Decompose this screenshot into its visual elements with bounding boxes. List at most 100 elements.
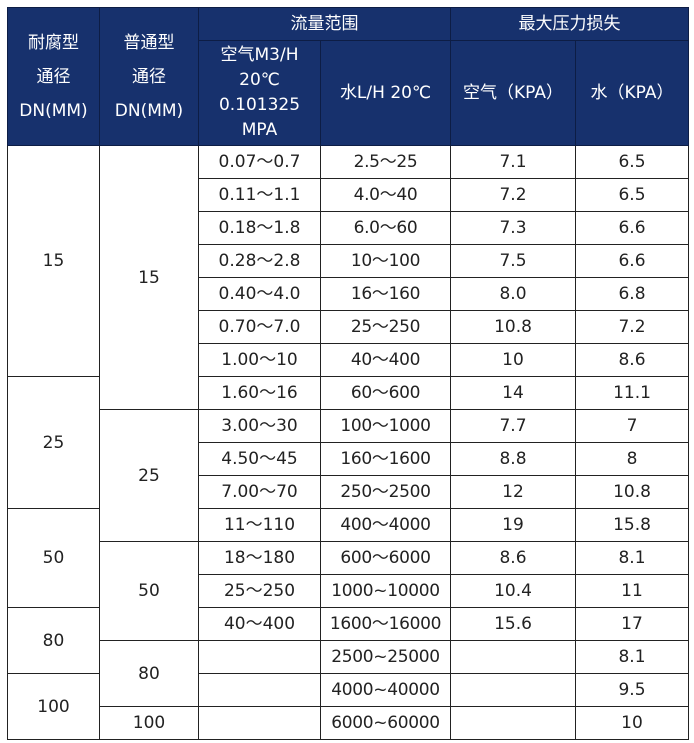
water-loss-cell: 6.5 <box>575 178 689 212</box>
table-row: 0.40～4.0 16～160 8.0 6.8 <box>8 277 689 311</box>
water-loss-cell: 10.8 <box>575 475 689 509</box>
water-loss-cell: 7 <box>575 409 689 443</box>
air-flow-cell: 1.00～10 <box>198 343 321 377</box>
table-row: 50 18～180 600～6000 8.6 8.1 <box>8 541 689 641</box>
water-flow-cell: 250～2500 <box>320 475 451 509</box>
water-flow-cell: 16～160 <box>320 277 451 311</box>
air-flow-cell: 11～110 <box>198 508 321 542</box>
air-loss-cell <box>450 706 576 740</box>
table-row: 25 1.60～16 60～600 14 11.1 <box>7 376 689 509</box>
air-flow-cell: 0.40～4.0 <box>198 277 321 311</box>
water-flow-cell: 6.0～60 <box>320 211 451 245</box>
header-water-loss: 水（KPA） <box>575 40 689 146</box>
water-loss-cell: 6.6 <box>575 211 689 245</box>
water-flow-cell: 4000~40000 <box>320 673 451 707</box>
water-flow-cell: 160～1600 <box>320 442 451 476</box>
header-line: 通径 <box>132 66 166 87</box>
standard-dn-cell: 50 <box>99 541 199 641</box>
water-loss-cell: 10 <box>575 706 689 740</box>
water-flow-cell: 25～250 <box>320 310 451 344</box>
air-flow-cell: 0.11～1.1 <box>198 178 321 212</box>
water-flow-cell: 40～400 <box>320 343 451 377</box>
header-line: 普通型 <box>123 32 175 53</box>
air-loss-cell: 10 <box>450 343 576 377</box>
water-flow-cell: 6000~60000 <box>320 706 451 740</box>
header-line: 耐腐型 <box>28 32 79 53</box>
header-line: 空气M3/H <box>220 45 299 65</box>
header-air-flow: 空气M3/H 20℃ 0.101325 MPA <box>198 40 321 146</box>
water-loss-cell: 7.2 <box>575 310 689 344</box>
table-row: 15 15 0.07～0.7 2.5～25 7.1 6.5 <box>7 145 689 410</box>
water-loss-cell: 9.5 <box>575 673 689 707</box>
air-loss-cell: 8.8 <box>450 442 576 476</box>
table-row: 100 6000~60000 10 <box>8 706 689 740</box>
anticorrosion-dn-cell: 50 <box>7 508 100 608</box>
air-loss-cell: 8.0 <box>450 277 576 311</box>
air-loss-cell: 7.3 <box>450 211 576 245</box>
table-body: 15 15 0.07～0.7 2.5～25 7.1 6.5 0.11～1.1 4.0～40 7.… <box>7 145 689 740</box>
air-loss-cell: 10.8 <box>450 310 576 344</box>
header-standard-dn: 普通型 通径 DN(MM) <box>99 7 199 146</box>
air-flow-cell <box>198 673 321 707</box>
table-row: 50 11～110 400～4000 19 15.8 <box>7 508 689 608</box>
water-flow-cell: 10～100 <box>320 244 451 278</box>
water-flow-cell: 1000~10000 <box>320 574 451 608</box>
water-flow-cell: 4.0～40 <box>320 178 451 212</box>
air-flow-cell: 0.07～0.7 <box>198 145 321 179</box>
header-flow-range: 流量范围 <box>198 7 451 41</box>
air-loss-cell <box>450 640 576 674</box>
header-anticorrosion-dn: 耐腐型 通径 DN(MM) <box>7 7 100 146</box>
water-loss-cell: 6.5 <box>575 145 689 179</box>
air-flow-cell: 0.70～7.0 <box>198 310 321 344</box>
anticorrosion-dn-cell: 15 <box>7 145 100 377</box>
air-loss-cell: 10.4 <box>450 574 576 608</box>
water-flow-cell: 100～1000 <box>320 409 451 443</box>
air-loss-cell: 12 <box>450 475 576 509</box>
air-flow-cell: 1.60～16 <box>198 376 321 410</box>
water-flow-cell: 1600～16000 <box>320 607 451 641</box>
air-flow-cell <box>198 640 321 674</box>
header-line: 0.101325 <box>218 95 301 115</box>
water-loss-cell: 6.6 <box>575 244 689 278</box>
air-flow-cell: 40～400 <box>198 607 321 641</box>
air-flow-cell: 7.00～70 <box>198 475 321 509</box>
standard-dn-cell: 100 <box>99 706 199 740</box>
air-loss-cell: 19 <box>450 508 576 542</box>
air-flow-cell: 0.18～1.8 <box>198 211 321 245</box>
table-row: 1.00～10 40～400 10 8.6 <box>8 343 689 377</box>
flowmeter-spec-table: 耐腐型 通径 DN(MM) 普通型 通径 DN(MM) 流量范围 最大压力损失 … <box>7 7 689 740</box>
header-line: 20℃ <box>239 70 280 90</box>
table-row: 0.11～1.1 4.0～40 7.2 6.5 <box>8 178 689 212</box>
air-loss-cell <box>450 673 576 707</box>
standard-dn-cell: 15 <box>99 145 199 410</box>
water-loss-cell: 15.8 <box>575 508 689 542</box>
anticorrosion-dn-cell: 100 <box>7 673 100 740</box>
air-flow-cell: 25～250 <box>198 574 321 608</box>
air-loss-cell: 8.6 <box>450 541 576 575</box>
table-row: 25～250 1000~10000 10.4 11 <box>8 574 689 608</box>
air-loss-cell: 7.7 <box>450 409 576 443</box>
water-flow-cell: 600～6000 <box>320 541 451 575</box>
water-loss-cell: 11 <box>575 574 689 608</box>
table-row: 25 3.00～30 100～1000 7.7 7 <box>8 409 689 542</box>
water-flow-cell: 60～600 <box>320 376 451 410</box>
air-loss-cell: 7.5 <box>450 244 576 278</box>
header-water-flow: 水L/H 20℃ <box>320 40 451 146</box>
table-row: 80 2500~25000 8.1 <box>8 640 689 707</box>
air-loss-cell: 7.2 <box>450 178 576 212</box>
table-row: 100 4000~40000 9.5 <box>7 673 689 740</box>
anticorrosion-dn-cell: 80 <box>7 607 100 674</box>
water-loss-cell: 6.8 <box>575 277 689 311</box>
water-loss-cell: 8.1 <box>575 541 689 575</box>
air-flow-cell: 18～180 <box>198 541 321 575</box>
header-line: 通径 <box>36 66 71 87</box>
table-row: 0.18～1.8 6.0～60 7.3 6.6 <box>8 211 689 245</box>
water-loss-cell: 8.1 <box>575 640 689 674</box>
header-air-loss: 空气（KPA） <box>450 40 576 146</box>
table-row: 0.28～2.8 10～100 7.5 6.6 <box>8 244 689 278</box>
anticorrosion-dn-cell: 25 <box>7 376 100 509</box>
air-flow-cell: 3.00～30 <box>198 409 321 443</box>
header-line: DN(MM) <box>19 100 88 121</box>
standard-dn-cell: 25 <box>99 409 199 542</box>
header-max-pressure-loss: 最大压力损失 <box>450 7 689 41</box>
